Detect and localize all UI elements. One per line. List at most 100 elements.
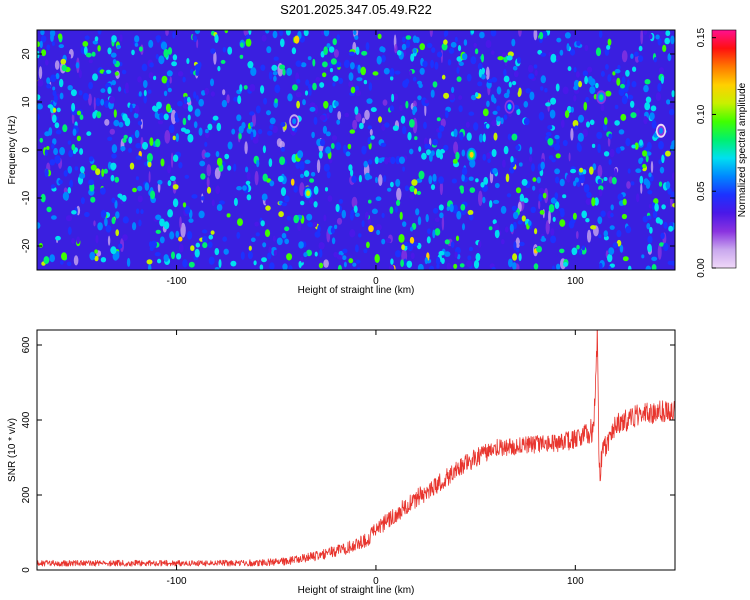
heatmap-speckle — [510, 156, 514, 164]
heatmap-speckle — [306, 213, 313, 221]
heatmap-speckle — [402, 36, 406, 43]
heatmap-speckle — [506, 193, 512, 198]
heatmap-speckle — [589, 86, 596, 95]
heatmap-speckle — [576, 244, 580, 250]
heatmap-speckle — [534, 228, 538, 235]
heatmap-speckle — [319, 248, 323, 258]
heatmap-speckle — [207, 241, 213, 248]
heatmap-speckle — [111, 197, 116, 204]
heatmap-speckle — [401, 43, 407, 51]
heatmap-speckle — [538, 193, 543, 202]
heatmap-speckle — [142, 141, 148, 150]
heatmap-speckle — [399, 211, 403, 220]
heatmap-speckle — [389, 206, 394, 214]
heatmap-speckle — [343, 59, 350, 69]
heatmap-speckle — [608, 133, 613, 140]
heatmap-speckle — [417, 95, 422, 101]
heatmap-speckle — [194, 64, 201, 72]
heatmap-streak — [533, 30, 538, 41]
heatmap-speckle — [521, 178, 528, 186]
heatmap-speckle — [625, 225, 632, 234]
heatmap-speckle — [548, 155, 554, 160]
heatmap-speckle — [436, 264, 440, 269]
heatmap-speckle — [55, 235, 61, 241]
colorbar-tick-label: 0.10 — [696, 104, 707, 124]
heatmap-speckle — [287, 93, 293, 102]
heatmap-speckle — [361, 220, 365, 228]
heatmap-speckle — [394, 70, 401, 75]
heatmap-speckle — [643, 30, 648, 35]
colorbar: 0.00 0.05 0.10 0.15 Normalized spectral amp… — [696, 28, 748, 278]
heatmap-speckle — [242, 185, 247, 191]
heatmap-speckle — [222, 236, 228, 242]
heatmap-speckle — [529, 91, 535, 101]
heatmap-speckle — [399, 104, 403, 112]
heatmap-speckle — [293, 185, 299, 193]
heatmap-speckle — [418, 83, 423, 89]
heatmap-speckle — [52, 90, 57, 97]
heatmap-speckle — [110, 162, 117, 170]
heatmap-speckle — [468, 176, 474, 181]
heatmap-speckle — [143, 80, 148, 88]
heatmap-speckle — [254, 221, 259, 227]
heatmap-speckle — [655, 34, 660, 40]
heatmap-speckle — [184, 174, 190, 179]
heatmap-speckle — [230, 260, 237, 267]
heatmap-speckle — [478, 68, 482, 78]
heatmap-speckle — [486, 152, 491, 159]
heatmap-speckle — [295, 60, 302, 67]
heatmap-speckle — [37, 222, 41, 229]
heatmap-speckle — [350, 209, 355, 215]
heatmap-speckle — [86, 131, 92, 136]
heatmap-speckle — [665, 150, 671, 157]
heatmap-speckle — [375, 196, 382, 201]
heatmap-speckle — [436, 51, 443, 58]
heatmap-speckle — [250, 121, 254, 128]
heatmap-speckle — [172, 135, 176, 141]
heatmap-speckle — [579, 167, 584, 173]
heatmap-speckle — [273, 249, 278, 256]
heatmap-streak — [378, 174, 383, 187]
heatmap-speckle — [331, 135, 338, 141]
heatmap-speckle — [336, 254, 343, 260]
heatmap-speckle — [40, 30, 45, 36]
heatmap-speckle — [539, 210, 545, 215]
heatmap-speckle — [279, 30, 284, 36]
heatmap-speckle — [322, 72, 327, 78]
heatmap-speckle — [430, 89, 435, 98]
heatmap-speckle — [625, 138, 631, 147]
heatmap-speckle — [431, 47, 436, 53]
heatmap-speckle — [555, 83, 560, 92]
colorbar-tick-label: 0.00 — [696, 258, 707, 278]
heatmap-speckle — [582, 70, 589, 77]
heatmap-speckle — [262, 145, 266, 154]
heatmap-speckle — [146, 153, 153, 162]
heatmap-speckle — [490, 30, 497, 37]
heatmap-speckle — [46, 146, 50, 150]
heatmap-speckle — [572, 120, 579, 128]
heatmap-speckle — [88, 59, 93, 64]
heatmap-speckle — [622, 198, 627, 206]
heatmap-speckle — [247, 60, 254, 69]
heatmap-speckle — [134, 129, 140, 139]
heatmap-streak — [453, 141, 459, 155]
heatmap-speckle — [249, 111, 255, 116]
heatmap-speckle — [573, 180, 577, 187]
heatmap-speckle — [661, 154, 665, 164]
heatmap-speckle — [447, 59, 452, 66]
heatmap-speckle — [555, 153, 561, 159]
heatmap-speckle — [671, 140, 675, 147]
heatmap-speckle — [44, 168, 49, 178]
heatmap-speckle — [572, 212, 577, 220]
heatmap-speckle — [347, 143, 352, 150]
heatmap-speckle — [461, 167, 468, 176]
heatmap-speckle — [456, 67, 460, 74]
heatmap-speckle — [460, 187, 464, 194]
heatmap-speckle — [218, 259, 222, 268]
snr-series-line — [37, 330, 675, 567]
heatmap-streak — [337, 111, 342, 120]
heatmap-speckle — [297, 222, 302, 231]
heatmap-speckle — [51, 41, 55, 46]
heatmap-speckle — [335, 61, 342, 68]
